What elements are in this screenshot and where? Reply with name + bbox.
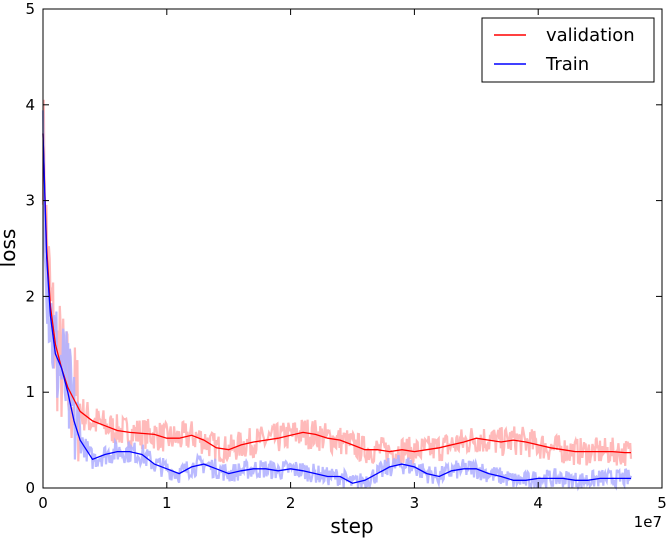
x-tick-label: 5 <box>657 494 667 512</box>
raw-curves <box>41 99 633 492</box>
smoothed-curves <box>42 133 631 484</box>
legend-label-train: Train <box>545 54 589 75</box>
y-tick-label: 3 <box>25 192 35 210</box>
raw-series-validation <box>41 99 633 468</box>
legend: validation Train <box>481 17 655 83</box>
plot-frame <box>42 8 663 489</box>
legend-label-validation: validation <box>546 25 635 46</box>
x-tick-label: 4 <box>533 494 543 512</box>
x-tick-label: 0 <box>38 494 48 512</box>
y-tick-label: 5 <box>25 0 35 18</box>
series-line-validation <box>42 133 631 454</box>
y-tick-label: 2 <box>25 287 35 305</box>
y-axis-label: loss <box>0 229 20 268</box>
y-tick-label: 1 <box>25 383 35 401</box>
series-line-train <box>42 133 631 484</box>
x-axis-label: step <box>330 514 373 538</box>
x-tick-label: 2 <box>286 494 296 512</box>
legend-box <box>481 17 655 83</box>
x-tick-label: 3 <box>410 494 420 512</box>
y-tick-label: 4 <box>25 96 35 114</box>
y-tick-label: 0 <box>25 479 35 497</box>
x-tick-label: 1 <box>162 494 172 512</box>
x-scale-label: 1e7 <box>634 513 662 531</box>
axis-ticks: 0 1 2 3 4 5 0 1 2 3 4 5 <box>25 0 666 512</box>
raw-series-train <box>41 110 633 492</box>
